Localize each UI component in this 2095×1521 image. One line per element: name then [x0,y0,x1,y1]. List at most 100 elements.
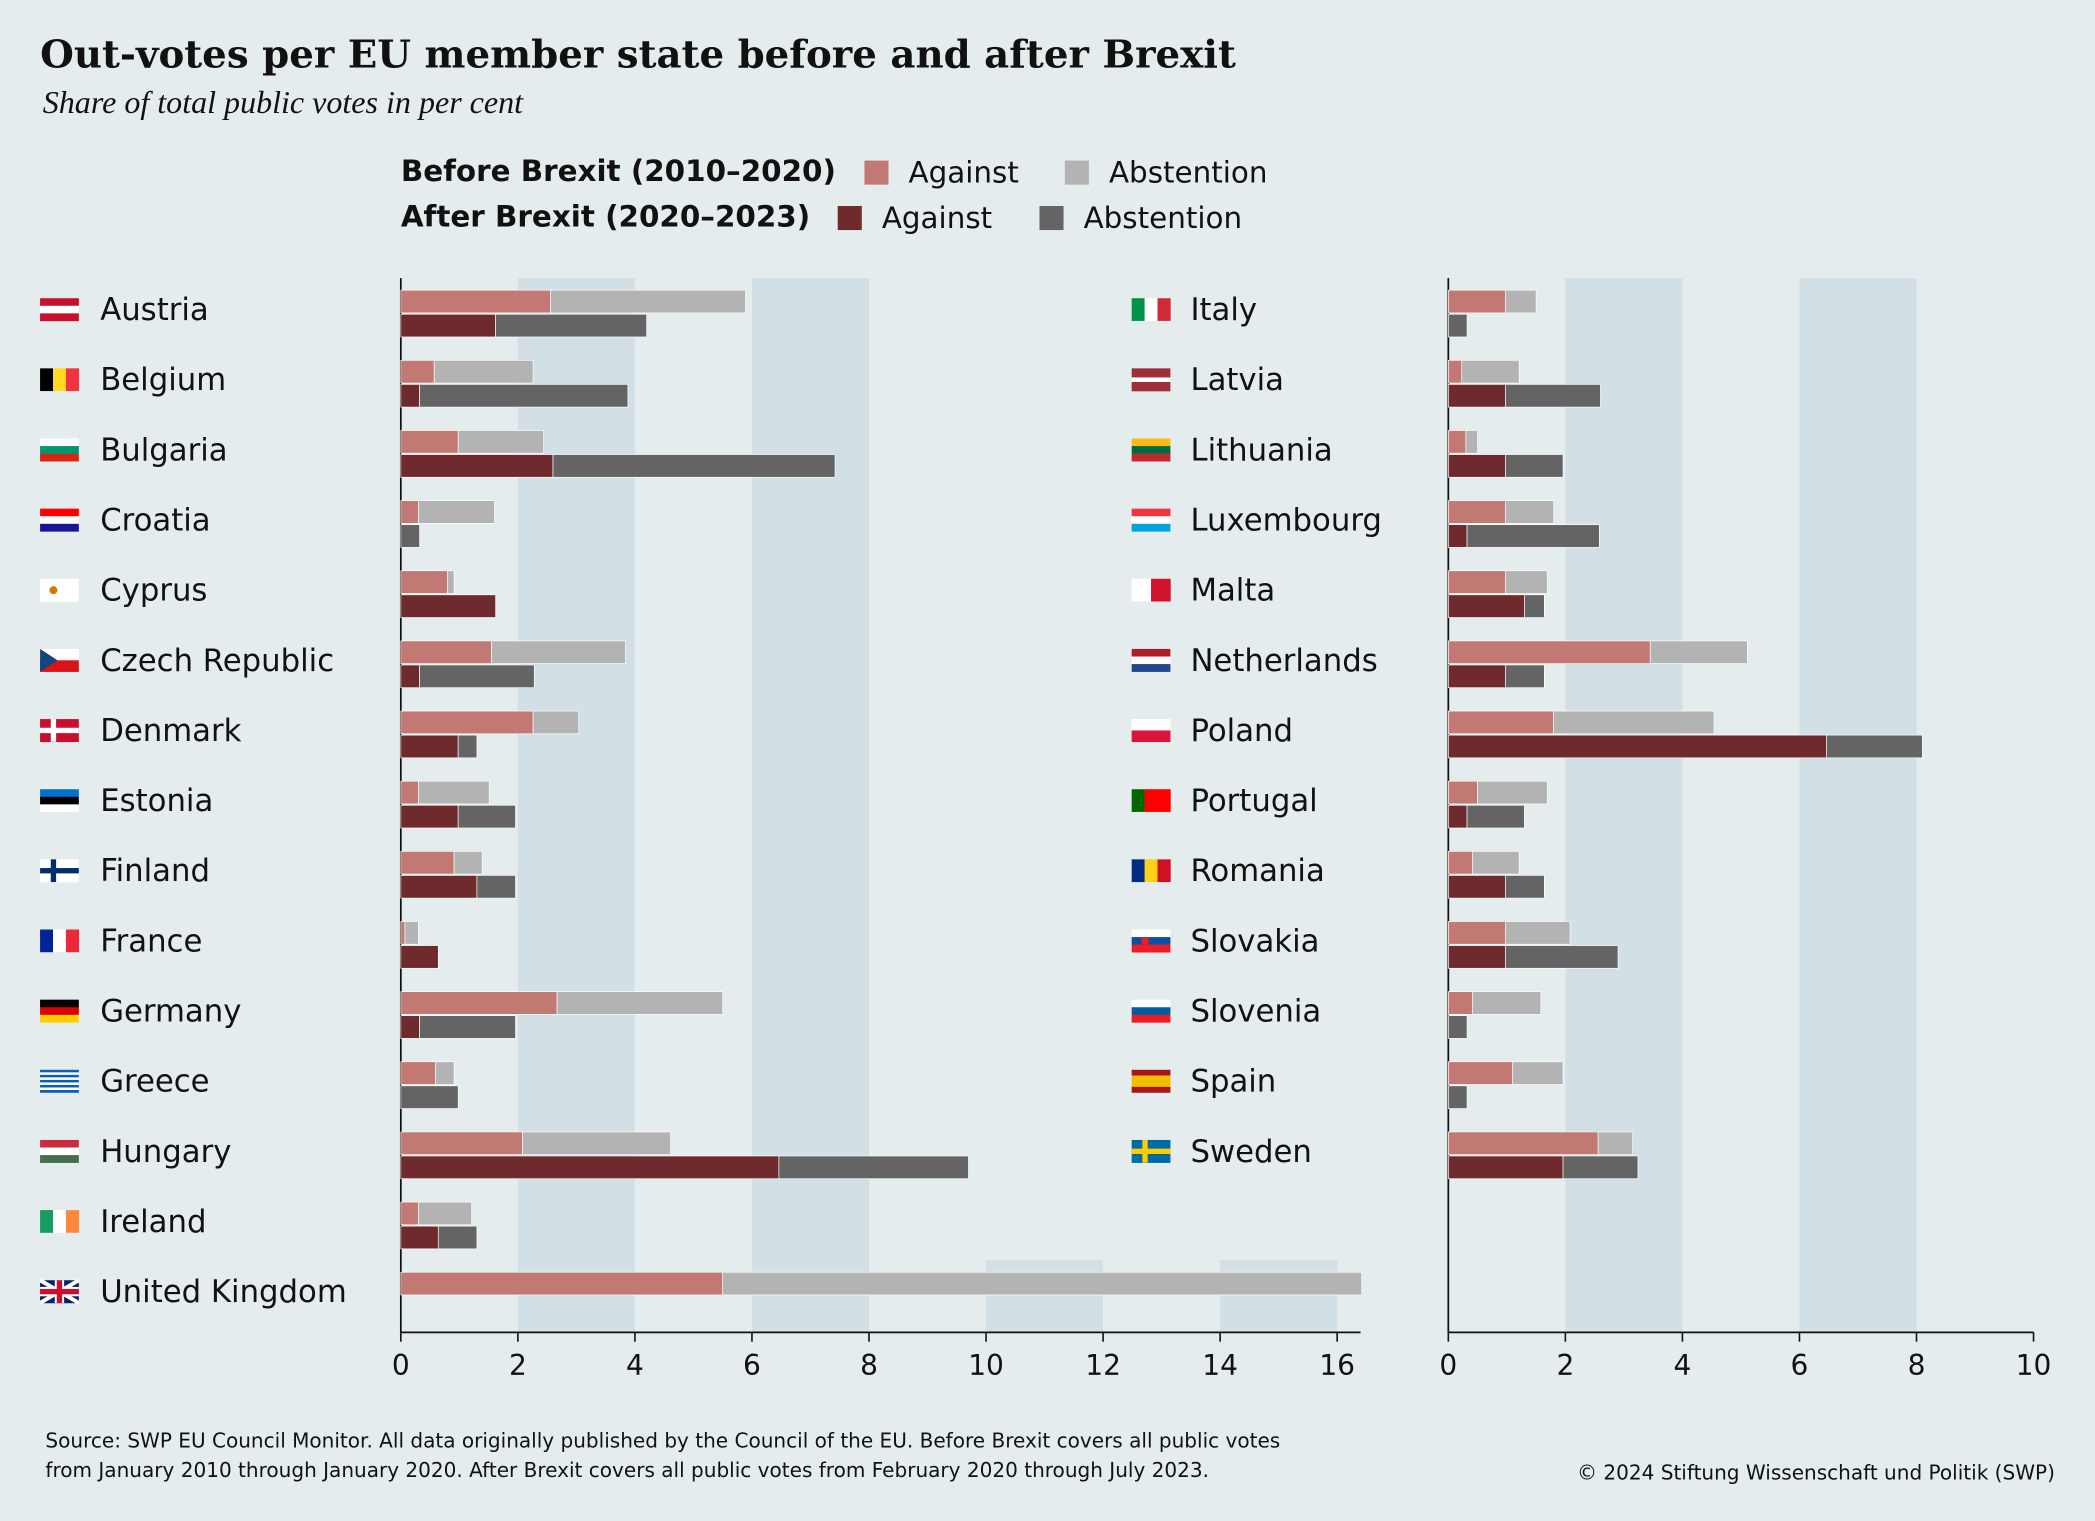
category-label: Denmark [100,713,241,749]
bar [400,875,478,899]
bar [1447,454,1507,478]
bar [532,710,580,735]
bar [1447,734,1827,759]
bar [400,664,420,689]
bar [722,1271,1363,1296]
bar [1447,384,1507,408]
bar [1826,734,1923,759]
flag [1131,1086,1171,1093]
flag [1131,508,1171,517]
bar [1505,570,1548,594]
bar [1447,921,1507,945]
flag [1131,664,1171,672]
category-label: Ireland [100,1204,206,1240]
category-label: Sweden [1190,1134,1311,1170]
flag [40,1072,79,1076]
category-label: Bulgaria [100,432,227,468]
bar [1447,430,1467,454]
category-label: Slovenia [1190,994,1321,1030]
bar [400,991,558,1015]
flag [1131,929,1171,938]
category-label: Greece [100,1064,209,1100]
bar [400,921,406,945]
flag [40,1210,54,1233]
flag [1131,446,1171,454]
bar [550,289,746,314]
bar [476,875,516,899]
flag [1131,656,1171,665]
bar [400,1061,436,1085]
category-label: Germany [100,994,241,1030]
category-label: Hungary [100,1134,231,1170]
bar [457,734,478,759]
bar [404,921,419,945]
flag [1131,730,1171,743]
source-note: from January 2010 through January 2020. … [45,1458,1209,1482]
bar [1505,384,1601,408]
category-label: Czech Republic [100,643,334,679]
bar [457,430,544,454]
flag [40,1087,79,1091]
bar [1466,524,1600,548]
bar [400,1015,420,1039]
category-label: Spain [1190,1064,1276,1100]
legend-swatch [864,160,889,185]
flag [40,1288,79,1295]
category-label: Slovakia [1190,923,1319,959]
flag [1144,859,1158,883]
bar [400,945,439,969]
x-tick-label: 6 [1791,1349,1809,1382]
flag [1151,578,1171,602]
category-label: Malta [1190,573,1275,609]
bar [433,360,534,384]
x-tick-label: 0 [392,1349,410,1382]
flag [40,1139,79,1148]
flag [1131,789,1145,812]
flag [40,438,79,447]
bar [400,640,492,664]
flag [1131,578,1152,602]
x-tick-label: 4 [1673,1349,1691,1382]
bar [552,454,836,478]
category-label: Croatia [100,503,210,539]
category-label: Netherlands [1190,643,1377,679]
flag [1131,372,1171,378]
bar [495,313,647,338]
bar [400,384,420,408]
flag [49,586,58,595]
category-label: Portugal [1190,783,1317,819]
bar [400,804,459,829]
bar [1505,875,1545,899]
legend-label: Against [909,155,1019,189]
bar [400,594,496,618]
bar [1562,1155,1639,1180]
category-label: Italy [1190,292,1257,328]
flag [1131,999,1171,1008]
bar [1447,1155,1564,1180]
flag [40,1079,79,1083]
flag [1131,516,1171,525]
flag [52,1210,67,1233]
bar [1447,313,1468,338]
flag [1144,298,1158,321]
bar [400,1201,419,1226]
x-tick-label: 14 [1202,1349,1238,1382]
flag [40,868,79,874]
bar [418,1201,472,1226]
flag [40,1069,79,1073]
x-tick-label: 16 [1319,1349,1355,1382]
flag [1131,719,1171,731]
x-tick-label: 10 [968,1349,1004,1382]
flag [40,446,79,454]
x-tick-label: 2 [509,1349,527,1382]
flag [40,1007,79,1016]
category-label: France [100,923,202,959]
chart-title: Out-votes per EU member state before and… [40,33,1236,78]
x-tick-label: 12 [1085,1349,1121,1382]
bar [1477,780,1548,805]
bar [1447,851,1473,875]
flag [1131,381,1171,387]
bar [400,454,554,478]
chart-subtitle: Share of total public votes in per cent [43,84,524,120]
